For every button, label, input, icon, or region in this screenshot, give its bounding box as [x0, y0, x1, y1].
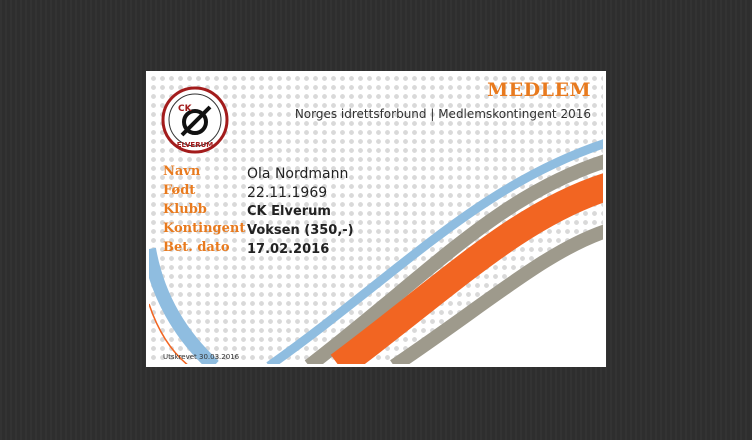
swooshes — [149, 139, 603, 364]
logo-bottom: ELVERUM — [177, 141, 214, 149]
orange-line-left — [149, 303, 188, 364]
field-value: Voksen (350,-) — [247, 223, 354, 238]
card-title: MEDLEM — [487, 79, 591, 101]
field-label: Født — [163, 183, 196, 198]
chainring — [182, 109, 208, 135]
footer: Utskrevet 30.03.2016 — [163, 353, 240, 361]
field-value: CK Elverum — [247, 204, 331, 219]
field-value: 22.11.1969 — [247, 185, 328, 201]
field-label: Bet. dato — [163, 240, 230, 255]
field-label: Klubb — [163, 202, 207, 217]
logo-inner — [168, 93, 222, 147]
blue-swoosh-left — [149, 247, 219, 364]
gray-swoosh — [304, 154, 603, 364]
gray-swoosh — [390, 224, 603, 364]
field-value: Ola Nordmann — [247, 166, 349, 182]
club-logo: CK ELVERUM — [161, 86, 229, 154]
field-label: Kontingent — [163, 221, 246, 236]
logo-top: CK — [178, 104, 193, 114]
card-subtitle: Norges idrettsforbund | Medlemskontingen… — [294, 107, 591, 121]
crank — [180, 105, 212, 137]
field-value: 17.02.2016 — [247, 242, 330, 257]
member-card: CK ELVERUM MEDLEM Norges idrettsforbund … — [146, 71, 606, 367]
blue-swoosh — [266, 139, 603, 364]
field-label: Navn — [163, 164, 201, 179]
orange-swoosh — [330, 173, 603, 364]
